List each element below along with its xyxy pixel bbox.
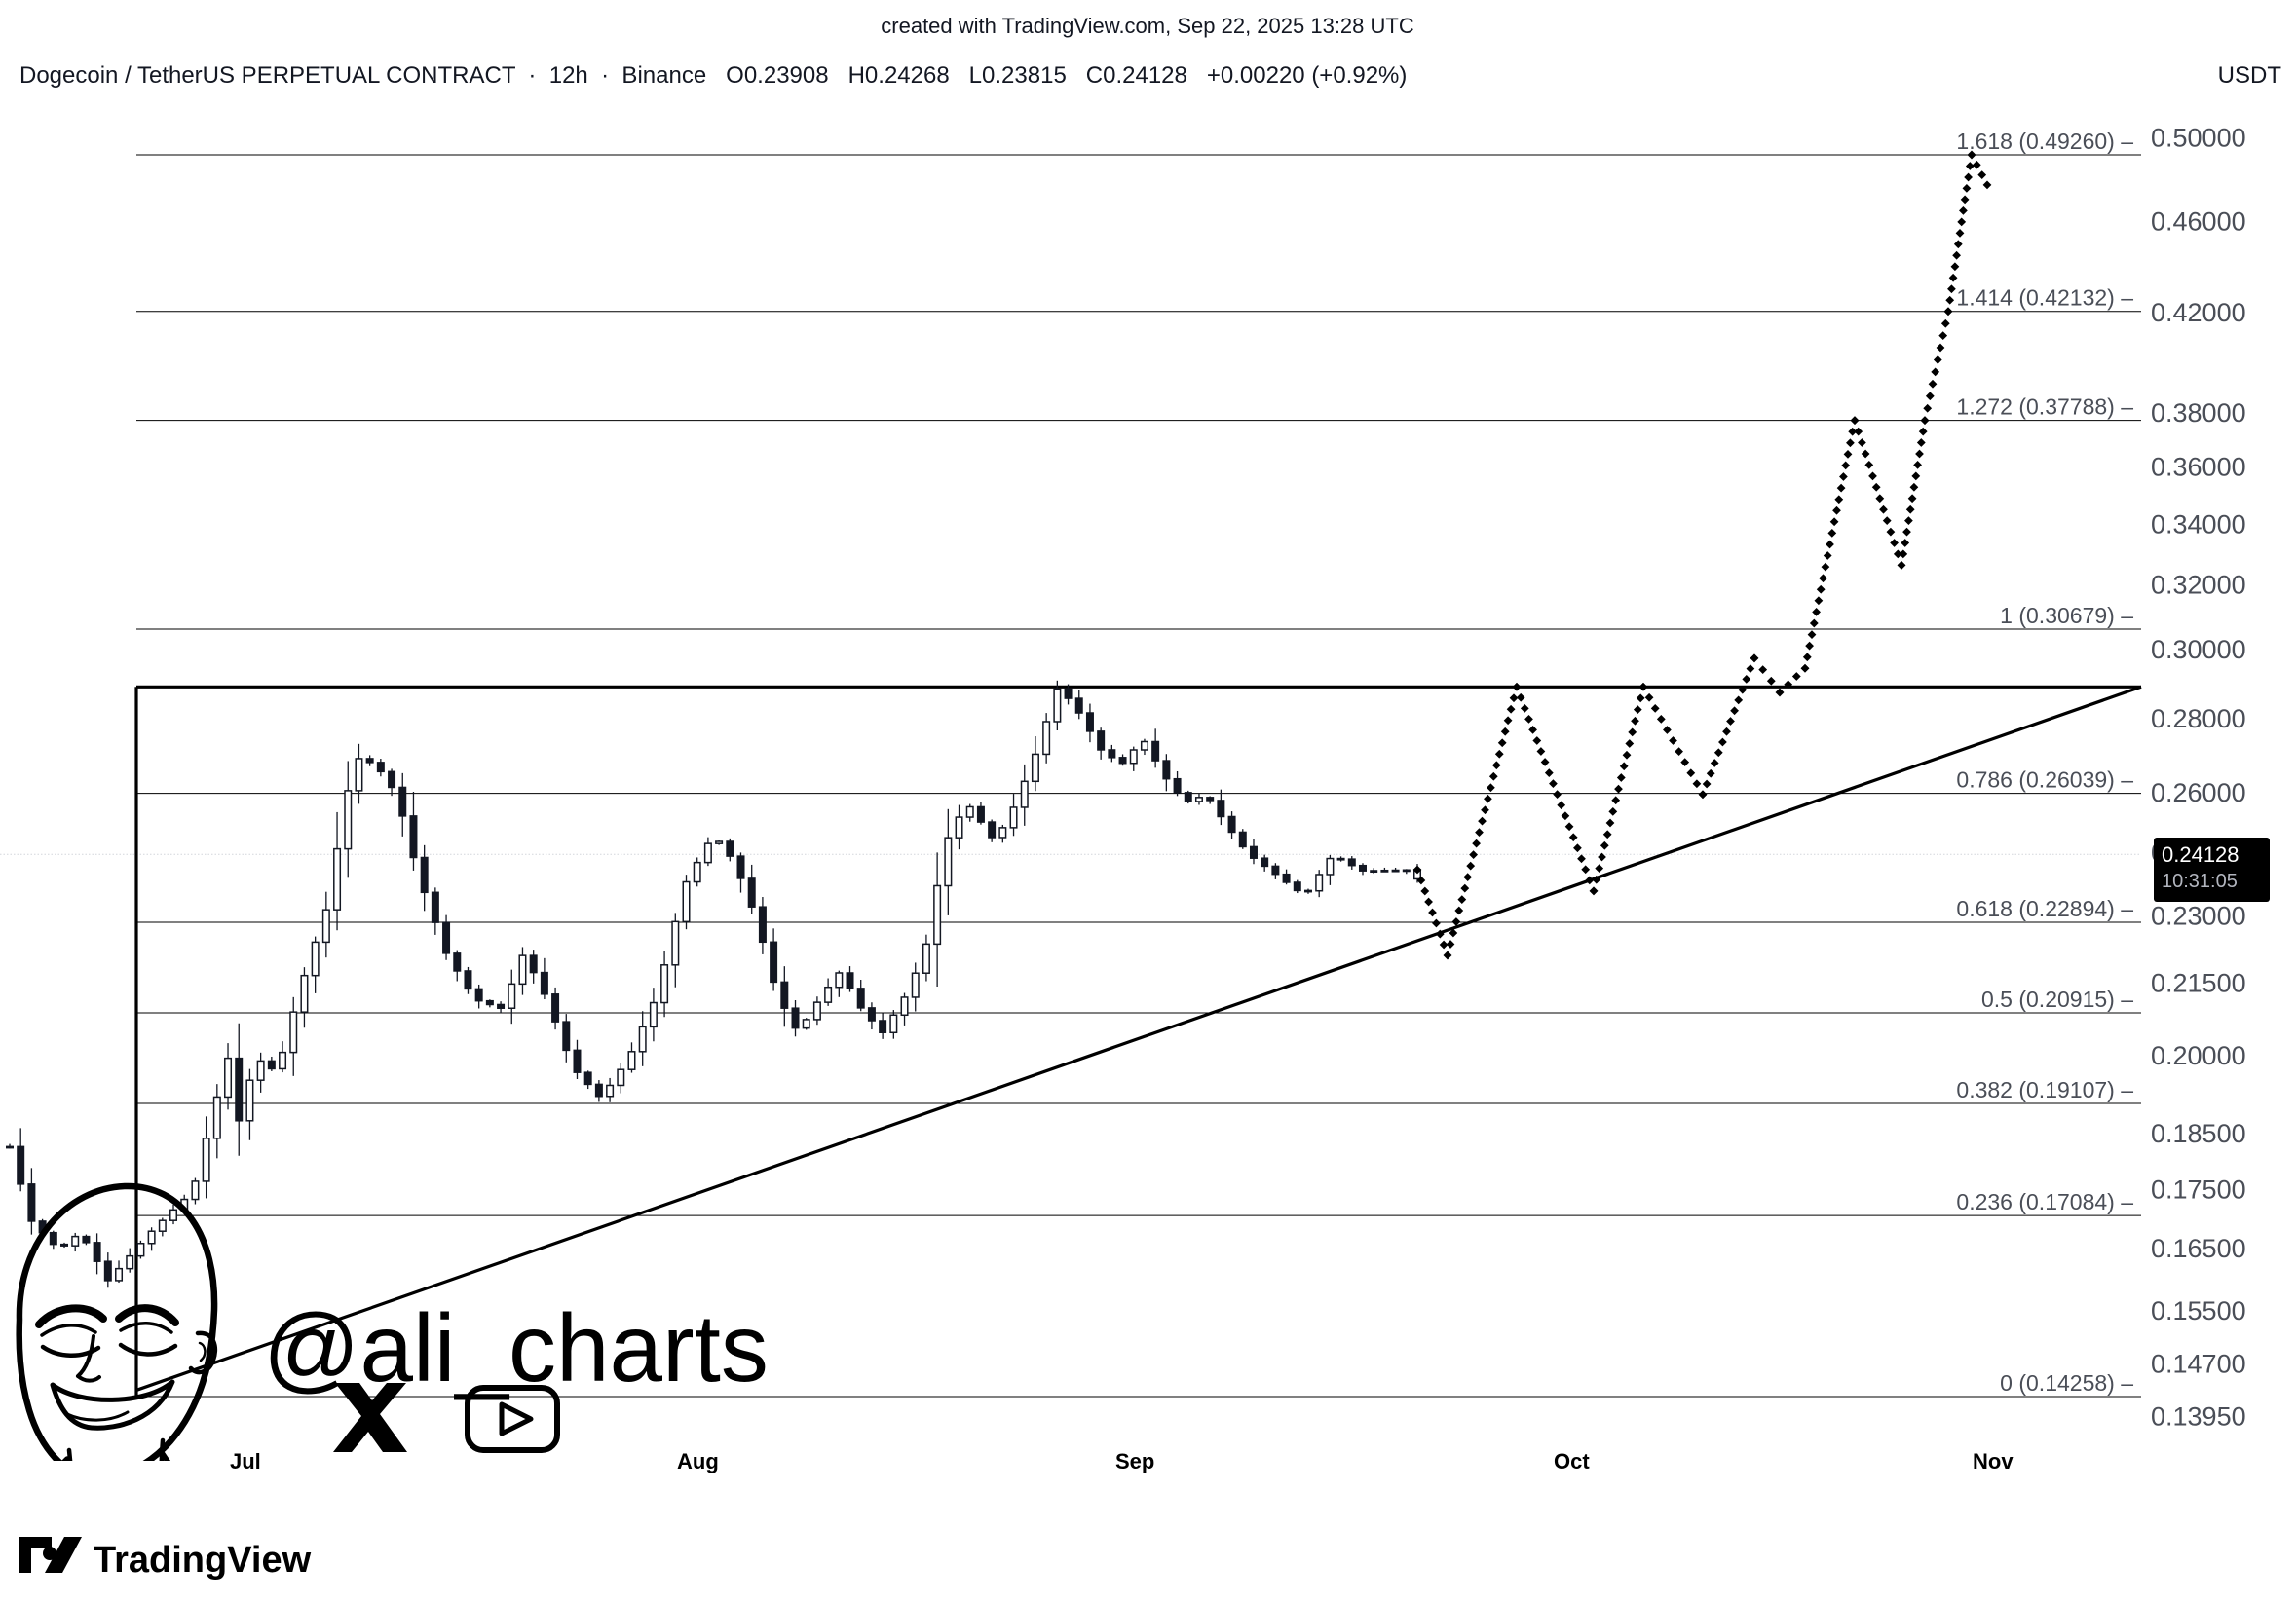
- svg-text:0.34000: 0.34000: [2151, 509, 2246, 539]
- svg-text:0.36000: 0.36000: [2151, 453, 2246, 482]
- svg-text:0.15500: 0.15500: [2151, 1296, 2246, 1325]
- svg-text:Oct: Oct: [1554, 1449, 1590, 1473]
- svg-text:10:31:05: 10:31:05: [2162, 871, 2238, 892]
- svg-text:1.272 (0.37788) –: 1.272 (0.37788) –: [1956, 394, 2133, 420]
- svg-text:0.13950: 0.13950: [2151, 1402, 2246, 1432]
- svg-text:0.26000: 0.26000: [2151, 778, 2246, 807]
- svg-text:0.382 (0.19107) –: 0.382 (0.19107) –: [1956, 1077, 2133, 1102]
- svg-text:0.236 (0.17084) –: 0.236 (0.17084) –: [1956, 1189, 2133, 1214]
- svg-text:0.16500: 0.16500: [2151, 1234, 2246, 1263]
- svg-text:0.32000: 0.32000: [2151, 571, 2246, 600]
- svg-text:0.618 (0.22894) –: 0.618 (0.22894) –: [1956, 896, 2133, 921]
- svg-text:0.20000: 0.20000: [2151, 1041, 2246, 1070]
- svg-text:Nov: Nov: [1973, 1449, 2014, 1473]
- svg-text:0.21500: 0.21500: [2151, 969, 2246, 998]
- svg-text:0.30000: 0.30000: [2151, 635, 2246, 664]
- svg-text:0.38000: 0.38000: [2151, 398, 2246, 428]
- svg-text:0.23000: 0.23000: [2151, 901, 2246, 930]
- svg-text:Aug: Aug: [677, 1449, 719, 1473]
- svg-text:0.18500: 0.18500: [2151, 1119, 2246, 1148]
- svg-text:0.24128: 0.24128: [2162, 842, 2240, 867]
- svg-text:0.17500: 0.17500: [2151, 1175, 2246, 1204]
- svg-text:1 (0.30679) –: 1 (0.30679) –: [2000, 603, 2133, 628]
- svg-text:0.786 (0.26039) –: 0.786 (0.26039) –: [1956, 767, 2133, 793]
- svg-text:1.414 (0.42132) –: 1.414 (0.42132) –: [1956, 285, 2133, 311]
- svg-text:0.50000: 0.50000: [2151, 124, 2246, 153]
- svg-text:Sep: Sep: [1115, 1449, 1154, 1473]
- svg-text:0.28000: 0.28000: [2151, 704, 2246, 733]
- svg-text:0 (0.14258) –: 0 (0.14258) –: [2000, 1370, 2133, 1396]
- svg-text:Jul: Jul: [230, 1449, 261, 1473]
- svg-text:0.14700: 0.14700: [2151, 1350, 2246, 1379]
- svg-text:0.5 (0.20915) –: 0.5 (0.20915) –: [1981, 987, 2133, 1012]
- svg-text:0.46000: 0.46000: [2151, 206, 2246, 236]
- svg-text:0.42000: 0.42000: [2151, 298, 2246, 327]
- svg-text:TradingView: TradingView: [94, 1540, 312, 1581]
- svg-text:1.618 (0.49260) –: 1.618 (0.49260) –: [1956, 129, 2133, 154]
